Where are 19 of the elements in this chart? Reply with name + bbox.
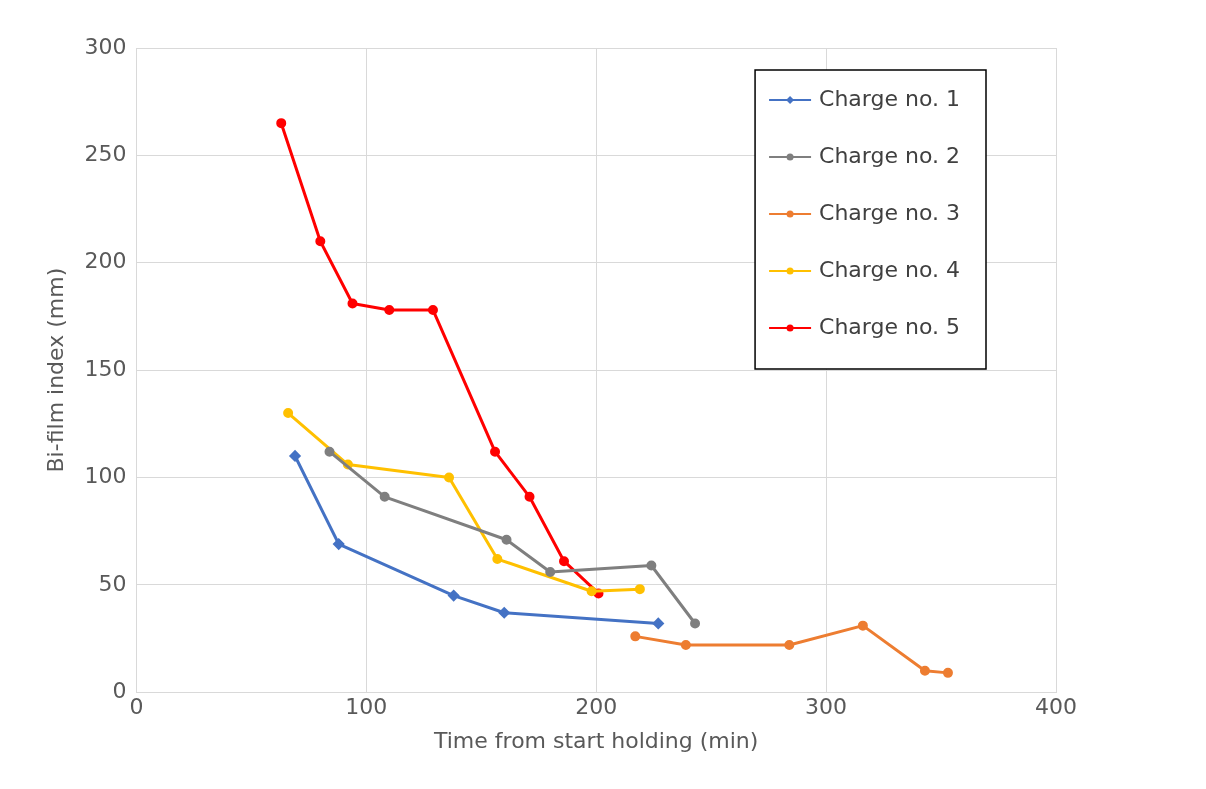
y-tick-label: 200 — [84, 248, 127, 274]
y-tick-label: 150 — [84, 355, 127, 381]
x-axis-title: Time from start holding (min) — [432, 727, 759, 753]
y-tick-label: 0 — [112, 677, 127, 703]
legend-label: Charge no. 3 — [819, 199, 960, 225]
legend-label: Charge no. 5 — [819, 313, 960, 339]
y-axis-title: Bi-film index (mm) — [42, 267, 68, 473]
x-tick-label: 100 — [345, 694, 388, 720]
legend-label: Charge no. 1 — [819, 85, 960, 111]
legend-label: Charge no. 2 — [819, 142, 960, 168]
x-tick-label: 400 — [1035, 694, 1077, 720]
y-tick-label: 100 — [84, 463, 127, 489]
x-tick-label: 200 — [575, 694, 618, 720]
y-tick-label: 300 — [84, 33, 127, 59]
y-tick-label: 250 — [84, 141, 127, 167]
y-tick-label: 50 — [98, 570, 127, 596]
x-tick-label: 300 — [805, 694, 848, 720]
legend-label: Charge no. 4 — [819, 256, 960, 282]
x-tick-label: 0 — [129, 694, 144, 720]
